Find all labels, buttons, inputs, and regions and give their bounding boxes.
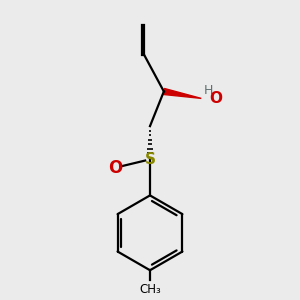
Text: CH₃: CH₃: [139, 283, 161, 296]
Text: S: S: [145, 152, 155, 167]
Text: O: O: [108, 159, 122, 177]
Polygon shape: [163, 88, 201, 98]
Text: H: H: [203, 84, 213, 97]
Text: O: O: [209, 91, 223, 106]
